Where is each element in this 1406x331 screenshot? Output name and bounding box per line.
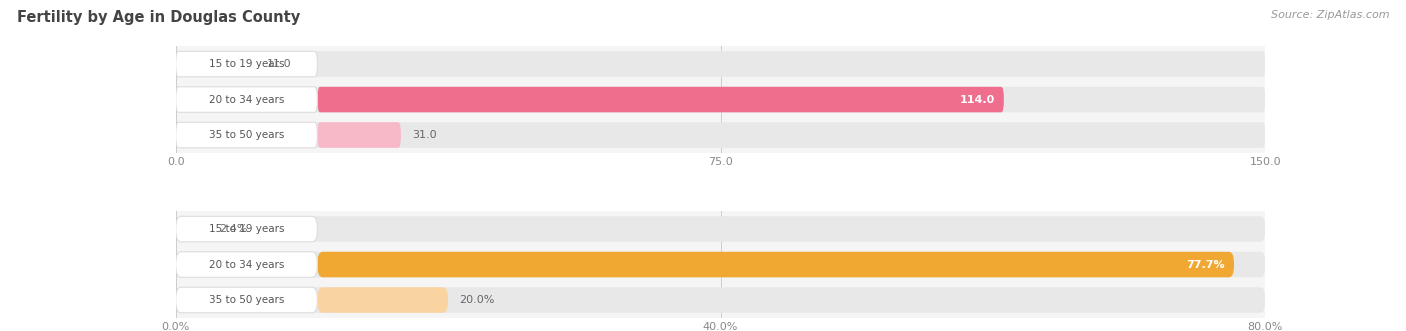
FancyBboxPatch shape (176, 122, 318, 148)
FancyBboxPatch shape (176, 216, 318, 242)
FancyBboxPatch shape (176, 252, 318, 277)
Text: 31.0: 31.0 (412, 130, 436, 140)
Text: 15 to 19 years: 15 to 19 years (209, 224, 284, 234)
FancyBboxPatch shape (318, 252, 1234, 277)
FancyBboxPatch shape (176, 216, 1265, 242)
Text: 11.0: 11.0 (267, 59, 291, 69)
FancyBboxPatch shape (176, 51, 318, 77)
FancyBboxPatch shape (318, 287, 449, 313)
FancyBboxPatch shape (176, 87, 318, 112)
FancyBboxPatch shape (176, 87, 1265, 112)
FancyBboxPatch shape (176, 51, 1265, 77)
FancyBboxPatch shape (176, 287, 318, 313)
Text: 2.4%: 2.4% (219, 224, 247, 234)
Text: 15 to 19 years: 15 to 19 years (209, 59, 284, 69)
Text: Fertility by Age in Douglas County: Fertility by Age in Douglas County (17, 10, 299, 25)
FancyBboxPatch shape (176, 252, 1265, 277)
Text: 35 to 50 years: 35 to 50 years (209, 295, 284, 305)
FancyBboxPatch shape (176, 287, 1265, 313)
Text: 20.0%: 20.0% (460, 295, 495, 305)
Text: 20 to 34 years: 20 to 34 years (209, 260, 284, 269)
Text: 20 to 34 years: 20 to 34 years (209, 95, 284, 105)
FancyBboxPatch shape (318, 87, 1004, 112)
Text: 35 to 50 years: 35 to 50 years (209, 130, 284, 140)
FancyBboxPatch shape (176, 122, 1265, 148)
Text: 114.0: 114.0 (960, 95, 995, 105)
Text: Source: ZipAtlas.com: Source: ZipAtlas.com (1271, 10, 1389, 20)
FancyBboxPatch shape (318, 122, 401, 148)
Text: 77.7%: 77.7% (1187, 260, 1226, 269)
